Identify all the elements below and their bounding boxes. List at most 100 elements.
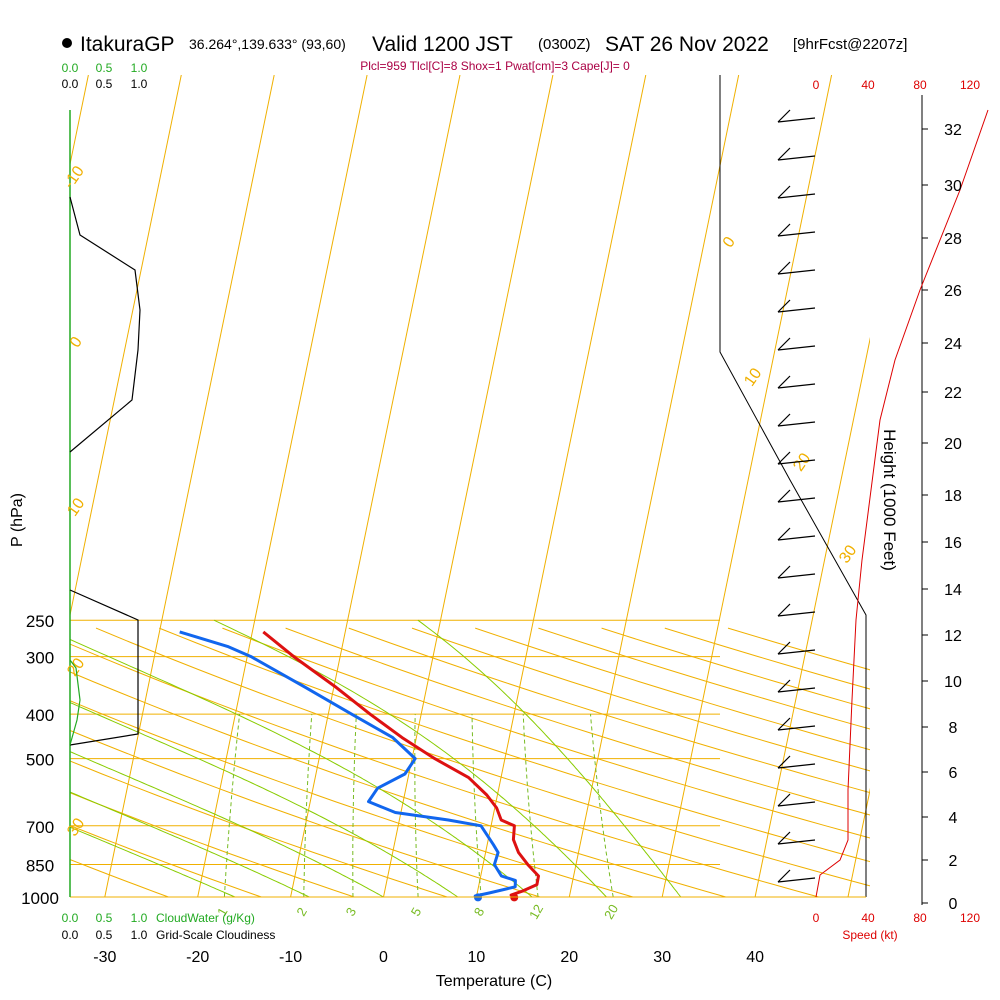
mixing-ratio-line (590, 714, 614, 897)
cloudiness-tick-bottom: 0.5 (96, 928, 113, 942)
cloudiness-tick-bottom: 1.0 (131, 928, 148, 942)
speed-axis-title: Speed (kt) (842, 928, 897, 942)
dry-adiabat-label: 10 (741, 365, 765, 389)
wind-barb-flag (777, 375, 791, 389)
mixing-ratio-label: 8 (471, 905, 488, 919)
station-name: ItakuraGP (80, 33, 175, 56)
dry-adiabat-line (70, 729, 541, 897)
height-tick-label: 6 (949, 765, 958, 782)
wind-barb-flag (777, 603, 791, 617)
skewt-grid (70, 75, 870, 897)
dry-adiabat-label: 10 (64, 495, 88, 519)
dry-adiabat-label: 20 (64, 655, 88, 679)
speed-tick-top: 120 (960, 78, 980, 92)
speed-tick-top: 80 (913, 78, 927, 92)
wind-barb-icon (777, 193, 816, 199)
moist-adiabat-line (70, 826, 236, 897)
wind-barb-flag (777, 831, 791, 845)
moist-adiabat-line (70, 701, 459, 897)
wind-barb-flag (777, 109, 791, 123)
forecast-info: [9hrFcst@2207z] (793, 36, 907, 53)
pressure-tick-label: 250 (26, 612, 54, 631)
wind-barb-icon (777, 877, 816, 883)
dry-adiabat-label: 0 (720, 234, 739, 251)
dry-adiabat-line (475, 627, 870, 751)
cloudiness-upper (69, 196, 141, 453)
isotherm-line (568, 75, 740, 897)
dry-adiabat-line (538, 627, 870, 730)
wind-barb-icon (777, 155, 816, 161)
isotherm-line (661, 75, 833, 897)
cloudiness-tick-top: 0.5 (96, 77, 113, 91)
cloudiness-lower (69, 589, 139, 746)
wind-barb-flag (777, 565, 791, 579)
wind-barb-flag (777, 717, 791, 731)
wind-barb-flag (777, 451, 791, 465)
cloud-water-tick-bottom: 0.0 (62, 911, 79, 925)
speed-tick-bottom: 0 (813, 911, 820, 925)
profile-traces (179, 630, 540, 902)
dry-adiabat-line (70, 859, 169, 897)
mixing-ratio-line (471, 714, 482, 897)
wind-barb-flag (777, 679, 791, 693)
mixing-ratio-line (303, 714, 313, 897)
wind-barb-flag (777, 755, 791, 769)
height-tick-label: 26 (944, 283, 962, 300)
mixing-ratio-line (414, 714, 419, 897)
mixing-ratio-label: 12 (526, 902, 546, 922)
dry-adiabat-line (70, 700, 634, 897)
wind-barb-flag (777, 223, 791, 237)
dry-adiabat-label: 30 (836, 542, 860, 566)
stability-indices: Plcl=959 Tlcl[C]=8 Shox=1 Pwat[cm]=3 Cap… (360, 59, 630, 73)
wind-barb-icon (777, 687, 816, 693)
dry-adiabat-label: -10 (61, 163, 88, 192)
speed-profile-line (815, 109, 989, 898)
cloud-water-tick-top: 0.0 (62, 61, 79, 75)
wind-barb-flag (777, 489, 791, 503)
mixing-ratio-label: 3 (343, 905, 360, 919)
wind-barb-flag (777, 413, 791, 427)
dry-adiabat-line (348, 627, 870, 794)
wind-barb-icon (777, 725, 816, 731)
station-coords: 36.264°,139.633° (93,60) (189, 36, 346, 52)
wind-barb-flag (777, 527, 791, 541)
isotherm-line (197, 75, 368, 897)
valid-date: SAT 26 Nov 2022 (605, 33, 769, 56)
wind-barb-icon (777, 573, 816, 579)
moist-adiabat-line (417, 619, 682, 897)
speed-tick-bottom: 40 (861, 911, 875, 925)
dry-adiabat-label: 30 (64, 815, 88, 839)
isotherm-line (70, 75, 182, 618)
dry-adiabat-line (159, 627, 870, 863)
wind-barb-flag (777, 641, 791, 655)
height-tick-label: 24 (944, 336, 962, 353)
cloudiness-tick-top: 0.0 (62, 77, 79, 91)
height-tick-label: 16 (944, 535, 962, 552)
wind-barb-flag (777, 147, 791, 161)
temperature-tick-label: 40 (746, 949, 764, 966)
isotherm-line (290, 75, 461, 897)
station-dot-icon (62, 38, 72, 48)
wind-barb-icon (777, 307, 816, 313)
speed-tick-bottom: 120 (960, 911, 980, 925)
mixing-ratio-line (352, 714, 357, 897)
temperature-tick-label: -20 (186, 949, 209, 966)
moist-adiabat-line (213, 619, 607, 897)
dry-adiabat-line (727, 627, 870, 671)
mixing-ratio-line (223, 714, 241, 897)
dry-adiabat-line (70, 643, 819, 897)
dry-adiabat-line (70, 824, 262, 897)
temperature-tick-label: -30 (93, 949, 116, 966)
height-tick-label: 30 (944, 178, 962, 195)
dry-adiabat-line (285, 627, 870, 816)
cloud-water-tick-top: 1.0 (131, 61, 148, 75)
wind-barb-icon (777, 649, 816, 655)
cloud-water-tick-bottom: 0.5 (96, 911, 113, 925)
valid-time: Valid 1200 JST (372, 33, 513, 56)
isotherm-line (475, 75, 647, 897)
cloudiness-title: Grid-Scale Cloudiness (156, 928, 275, 942)
temperature-tick-label: 10 (468, 949, 486, 966)
height-tick-label: 28 (944, 231, 962, 248)
wind-barb-icon (777, 611, 816, 617)
